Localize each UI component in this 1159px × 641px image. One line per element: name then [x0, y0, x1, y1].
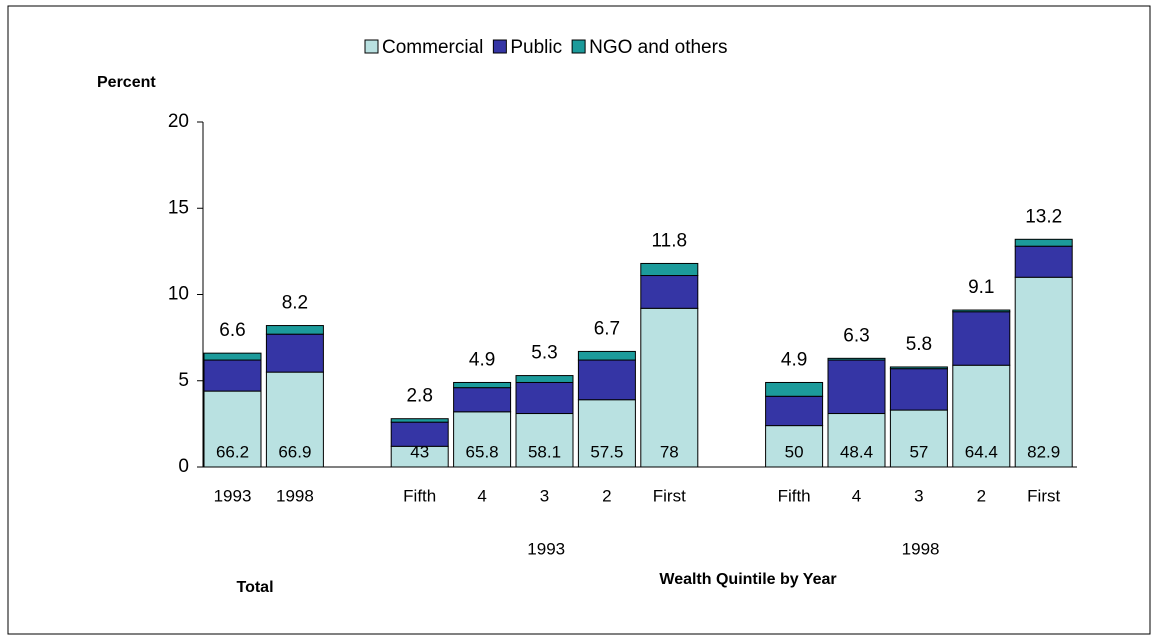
bar-segment	[1014, 245, 1073, 278]
share-label: 48.4	[840, 442, 873, 461]
bar-segment	[453, 411, 512, 468]
bar-segment	[889, 368, 948, 411]
bar-segment	[265, 325, 324, 335]
legend-swatch	[492, 39, 507, 54]
legend-label: Commercial	[382, 37, 483, 58]
bar-segment	[577, 399, 636, 468]
bar-segment	[640, 307, 699, 468]
total-label: 13.2	[1025, 206, 1062, 227]
bar-segment	[203, 390, 262, 468]
y-tick-label: 10	[168, 284, 189, 305]
bar-segment	[453, 381, 512, 389]
bar-segment	[952, 364, 1011, 468]
share-label: 57	[909, 442, 928, 461]
total-label: 5.3	[531, 343, 557, 364]
y-axis-label: Percent	[97, 74, 156, 91]
share-label: 64.4	[965, 442, 998, 461]
x-tick-label: First	[653, 486, 686, 505]
total-label: 6.6	[219, 320, 245, 341]
x-tick-label: 1993	[214, 486, 252, 505]
x-tick-label: Fifth	[403, 486, 436, 505]
total-label: 6.7	[594, 318, 620, 339]
x-tick-label: First	[1027, 486, 1060, 505]
total-label: 2.8	[406, 386, 432, 407]
bar-segment	[827, 357, 886, 361]
bar-segment	[577, 350, 636, 361]
share-label: 82.9	[1027, 442, 1060, 461]
share-label: 78	[660, 442, 679, 461]
share-label: 65.8	[466, 442, 499, 461]
bar-segment	[390, 421, 449, 447]
bar-segment	[952, 309, 1011, 313]
total-label: 4.9	[469, 349, 495, 370]
bar-segment	[265, 333, 324, 373]
total-label: 8.2	[282, 293, 308, 314]
share-label: 66.9	[278, 442, 311, 461]
bar-segment	[203, 359, 262, 392]
bar-segment	[390, 418, 449, 423]
bar-segment	[515, 381, 574, 415]
share-label: 43	[410, 442, 429, 461]
x-tick-label: 3	[914, 486, 923, 505]
x-tick-label: 2	[602, 486, 611, 505]
x-axis-label: Wealth Quintile by Year	[659, 571, 836, 588]
legend-swatch	[571, 39, 586, 54]
total-label: 9.1	[968, 277, 994, 298]
y-tick-label: 15	[168, 197, 189, 218]
bar-segment	[515, 413, 574, 468]
bar-segment	[640, 275, 699, 309]
total-label: 6.3	[843, 325, 869, 346]
bar-segment	[640, 262, 699, 277]
bar-segment	[765, 395, 824, 427]
bar-segment	[889, 409, 948, 468]
x-tick-label: 4	[852, 486, 861, 505]
bar-segment	[1014, 238, 1073, 247]
share-label: 66.2	[216, 442, 249, 461]
bar-segment	[827, 359, 886, 415]
x-tick-label: 2	[977, 486, 986, 505]
group-label: Total	[236, 579, 273, 596]
y-tick-label: 0	[178, 456, 189, 477]
total-label: 4.9	[781, 349, 807, 370]
x-tick-label: 4	[477, 486, 486, 505]
bar-segment	[765, 381, 824, 397]
legend-label: Public	[510, 37, 562, 58]
bar-segment	[889, 366, 948, 370]
share-label: 58.1	[528, 442, 561, 461]
legend-swatch	[364, 39, 379, 54]
group-label: 1998	[902, 539, 940, 558]
y-tick-label: 20	[168, 111, 189, 132]
bar-segment	[1014, 276, 1073, 468]
bar-segment	[515, 375, 574, 383]
x-tick-label: Fifth	[778, 486, 811, 505]
bar-segment	[265, 371, 324, 468]
bar-segment	[453, 387, 512, 413]
share-label: 57.5	[590, 442, 623, 461]
bar-segment	[203, 352, 262, 361]
total-label: 5.8	[906, 334, 932, 355]
total-label: 11.8	[652, 230, 688, 251]
bar-segment	[827, 413, 886, 468]
x-tick-label: 1998	[276, 486, 314, 505]
legend-label: NGO and others	[589, 37, 727, 58]
x-tick-label: 3	[540, 486, 549, 505]
group-label: 1993	[527, 539, 565, 558]
bar-segment	[952, 311, 1011, 366]
y-tick-label: 5	[178, 370, 189, 391]
share-label: 50	[785, 442, 804, 461]
bar-segment	[577, 359, 636, 401]
